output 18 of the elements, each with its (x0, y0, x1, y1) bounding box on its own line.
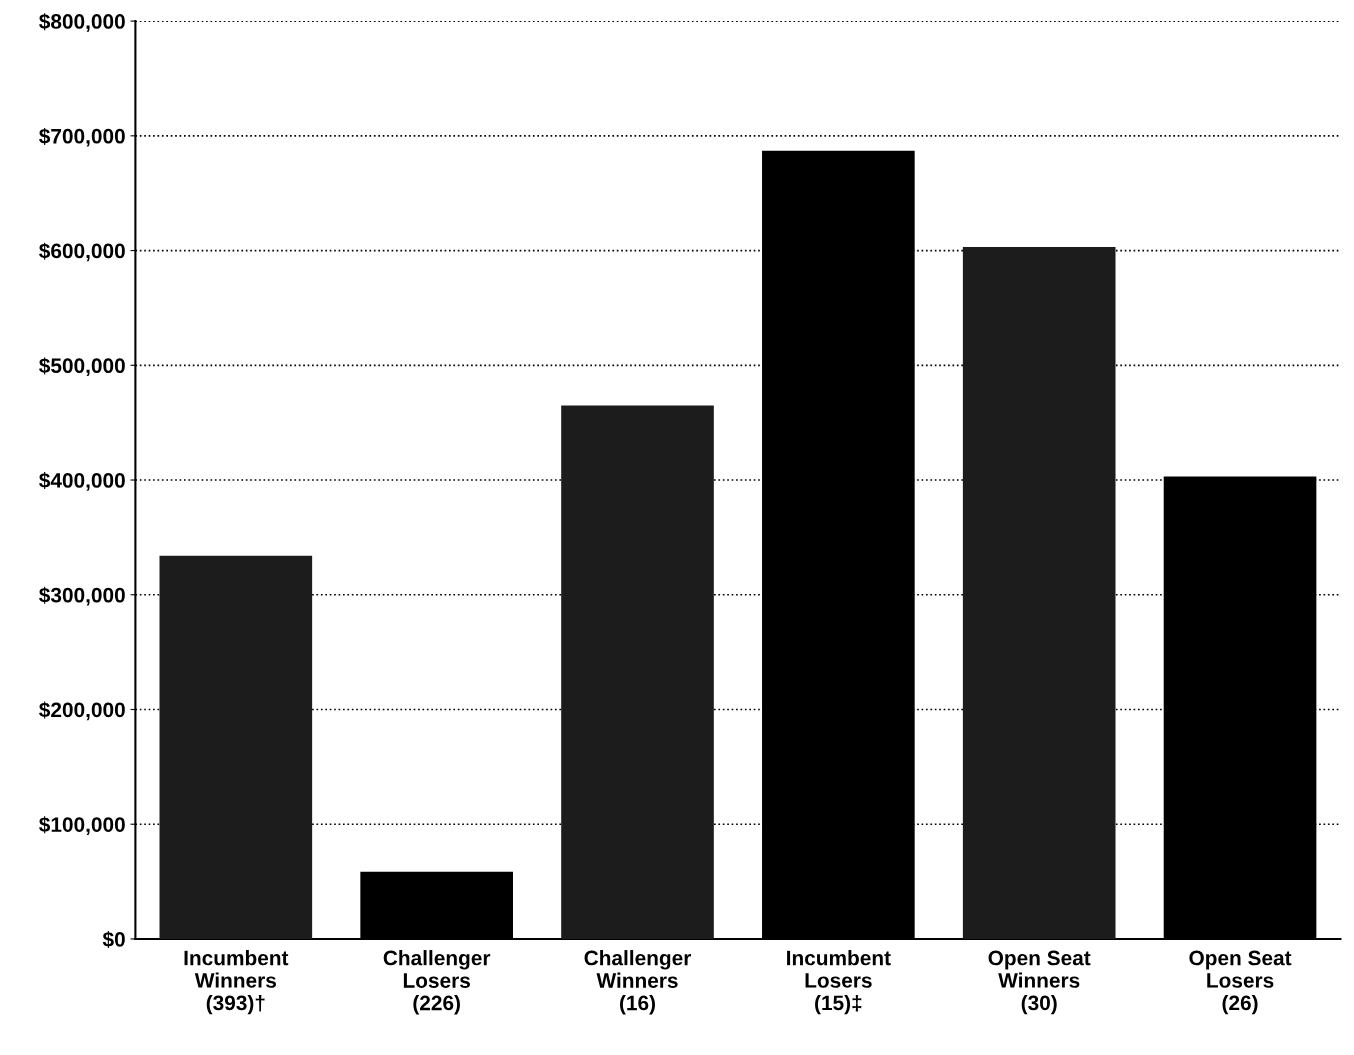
y-tick-label: $800,000 (39, 13, 125, 32)
y-tick-label: $500,000 (39, 357, 125, 377)
x-tick-label: Incumbent Winners (393)† (184, 950, 289, 1015)
bar (561, 405, 714, 939)
y-tick-label: $0 (102, 931, 125, 949)
y-tick-label: $700,000 (39, 127, 125, 147)
y-tick-label: $300,000 (39, 586, 125, 606)
y-tick-label: $400,000 (39, 472, 125, 491)
bar (962, 247, 1116, 939)
bar (159, 555, 313, 939)
x-tick-label: Incumbent Losers (15)‡ (787, 950, 891, 1015)
y-tick-label: $600,000 (39, 242, 125, 262)
x-tick-label: Open Seat Losers (26) (1189, 950, 1292, 1015)
y-tick-label: $100,000 (39, 816, 125, 835)
x-tick-label: Challenger Winners (16) (584, 950, 692, 1015)
x-tick-label: Challenger Losers (226) (383, 950, 491, 1015)
x-tick-label: Open Seat Winners (30) (988, 950, 1091, 1015)
y-tick-label: $200,000 (39, 701, 125, 721)
